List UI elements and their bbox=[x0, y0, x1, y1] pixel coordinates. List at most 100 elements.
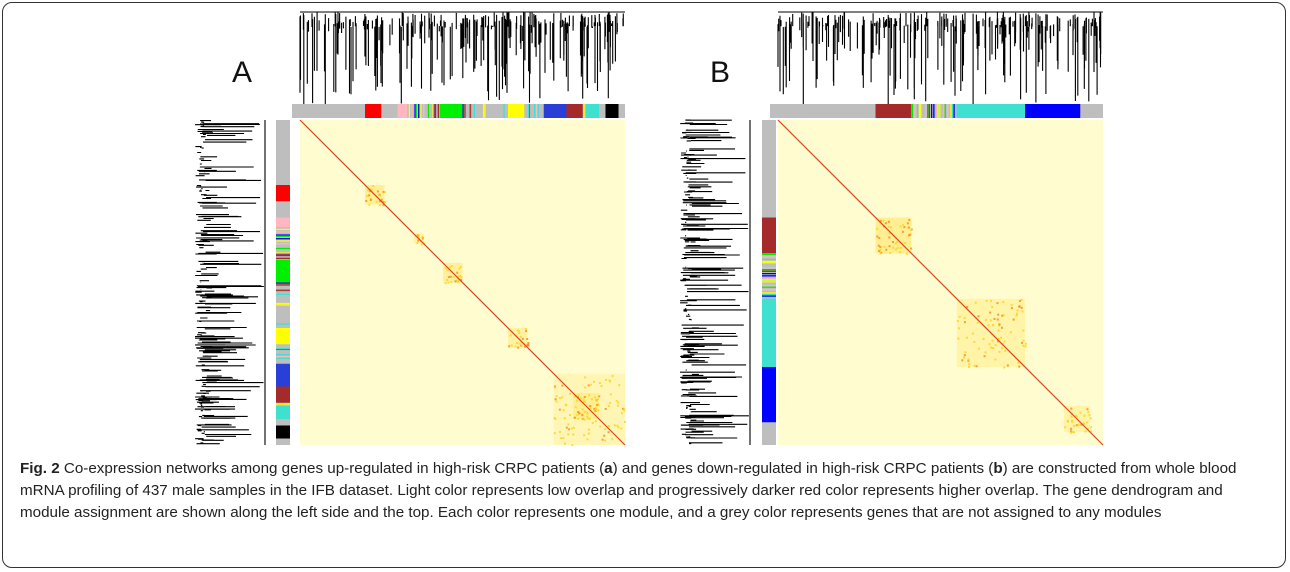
heatmap-cell bbox=[523, 345, 526, 348]
module-stripe bbox=[762, 253, 776, 256]
heatmap-cell bbox=[1071, 420, 1074, 423]
heatmap-cell bbox=[879, 248, 882, 251]
heatmap-cell bbox=[567, 433, 570, 436]
module bbox=[605, 104, 619, 118]
heatmap-cell bbox=[879, 246, 882, 249]
heatmap-cell bbox=[561, 384, 564, 387]
heatmap-cell bbox=[611, 375, 614, 378]
heatmap-cell bbox=[526, 338, 529, 341]
heatmap-cell bbox=[1004, 349, 1007, 352]
module-stripe bbox=[276, 355, 290, 358]
heatmap-cell bbox=[517, 346, 520, 349]
module-stripe bbox=[473, 104, 475, 118]
module bbox=[276, 328, 290, 345]
heatmap-cell bbox=[891, 240, 894, 243]
module-stripe bbox=[762, 295, 776, 297]
module-stripe bbox=[762, 267, 776, 269]
heatmap-cell bbox=[621, 407, 624, 410]
module-stripe bbox=[276, 240, 290, 242]
heatmap-cell bbox=[510, 344, 513, 347]
heatmap-cell bbox=[966, 306, 969, 309]
heatmap-cell bbox=[382, 190, 385, 193]
heatmap-cell bbox=[604, 407, 607, 410]
module-stripe bbox=[276, 247, 290, 250]
heatmap-cell bbox=[583, 395, 586, 398]
module-stripe bbox=[914, 104, 916, 118]
heatmap-cell bbox=[611, 438, 614, 441]
module-stripe bbox=[762, 289, 776, 291]
heatmap-cell bbox=[421, 237, 424, 240]
heatmap-cell bbox=[996, 318, 999, 321]
heatmap-cell bbox=[898, 251, 901, 254]
heatmap-cell bbox=[1022, 329, 1025, 332]
module-stripe bbox=[503, 104, 505, 118]
heatmap-cell bbox=[1070, 407, 1073, 410]
module-stripe bbox=[276, 284, 290, 286]
module-stripe bbox=[276, 304, 290, 306]
module bbox=[508, 104, 525, 118]
module-stripe bbox=[276, 282, 290, 284]
heatmap-cell bbox=[877, 244, 880, 247]
heatmap-cell bbox=[603, 434, 606, 437]
module bbox=[439, 104, 463, 118]
heatmap-cell bbox=[1020, 306, 1023, 309]
module-stripe bbox=[276, 289, 290, 291]
heatmap-cell bbox=[587, 428, 590, 431]
module-stripe bbox=[944, 104, 946, 118]
heatmap-cell bbox=[588, 394, 591, 397]
heatmap-cell bbox=[616, 424, 619, 427]
heatmap-cell bbox=[906, 252, 909, 255]
heatmap-cell bbox=[888, 245, 891, 248]
heatmap-cell bbox=[574, 406, 577, 409]
module-stripe bbox=[276, 354, 290, 356]
module-stripe bbox=[276, 290, 290, 293]
heatmap-cell bbox=[514, 345, 517, 348]
module-stripe bbox=[464, 104, 466, 118]
heatmap-cell bbox=[457, 275, 460, 278]
heatmap-cell bbox=[375, 200, 378, 203]
heatmap-cell bbox=[887, 225, 890, 228]
heatmap-cell bbox=[378, 193, 381, 196]
heatmap-cell bbox=[526, 343, 529, 346]
heatmap-cell bbox=[1086, 421, 1089, 424]
heatmap-cell bbox=[555, 400, 558, 403]
heatmap-cell bbox=[572, 433, 575, 436]
module-stripe bbox=[762, 294, 776, 296]
heatmap-cell bbox=[991, 306, 994, 309]
heatmap-cell bbox=[1003, 366, 1006, 369]
heatmap-cell bbox=[888, 236, 891, 239]
heatmap-cell bbox=[889, 252, 892, 255]
heatmap-cell bbox=[586, 412, 589, 415]
heatmap-cell bbox=[558, 397, 561, 400]
heatmap-cell bbox=[525, 330, 528, 333]
module-stripe bbox=[462, 104, 464, 118]
module-stripe bbox=[437, 104, 440, 118]
heatmap-cell bbox=[884, 222, 887, 225]
heatmap-cell bbox=[597, 398, 600, 401]
module-stripe bbox=[276, 228, 290, 231]
heatmap-cell bbox=[1001, 314, 1004, 317]
heatmap-cell bbox=[968, 363, 971, 366]
heatmap-cell bbox=[599, 425, 602, 428]
module-stripe bbox=[953, 104, 955, 118]
module-stripe bbox=[276, 293, 290, 295]
heatmap-cell bbox=[908, 219, 911, 222]
heatmap-cell bbox=[990, 299, 993, 302]
heatmap-cell bbox=[907, 226, 910, 229]
heatmap-cell bbox=[382, 200, 385, 203]
heatmap-cell bbox=[595, 407, 598, 410]
heatmap-cell bbox=[596, 404, 599, 407]
module bbox=[276, 217, 290, 228]
heatmap-cell bbox=[578, 412, 581, 415]
module-stripe bbox=[276, 252, 290, 254]
heatmap-cell bbox=[998, 350, 1001, 353]
heatmap-cell bbox=[620, 412, 623, 415]
caption-text: ) are constructed from whole blood mRNA … bbox=[20, 460, 1237, 521]
figure-caption: Fig. 2 Co-expression networks among gene… bbox=[20, 458, 1270, 524]
heatmap-cell bbox=[988, 343, 991, 346]
heatmap-cell bbox=[604, 428, 607, 431]
heatmap-cell bbox=[1070, 415, 1073, 418]
module-stripe bbox=[418, 104, 420, 118]
module-stripe bbox=[537, 104, 539, 118]
heatmap-cell bbox=[568, 392, 571, 395]
